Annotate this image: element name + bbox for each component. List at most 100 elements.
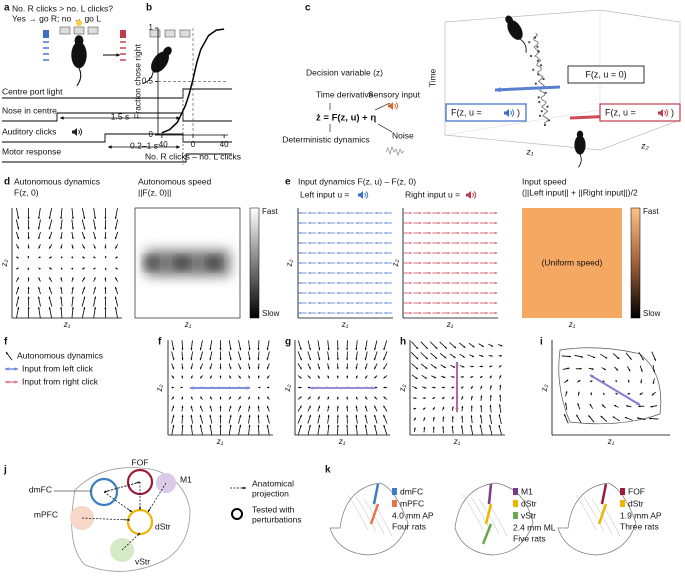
arrow-head: [641, 358, 644, 361]
arrow-head: [428, 282, 431, 284]
arrow-head: [229, 414, 232, 417]
arrow-head: [346, 348, 349, 351]
arrow-head: [327, 367, 330, 370]
arrow-head: [48, 307, 51, 310]
legend-swatch: [392, 500, 397, 507]
arrow-head: [499, 365, 502, 368]
section-detail: [462, 494, 484, 531]
arrow-head: [627, 392, 630, 395]
arrow-head: [444, 356, 447, 359]
arrow-head: [365, 376, 368, 379]
arrow-head: [336, 252, 339, 254]
arrow-head: [495, 232, 498, 234]
arrow-head: [127, 518, 130, 521]
arrow-head: [457, 292, 460, 294]
arrow-head: [229, 405, 232, 408]
arrow-head: [365, 302, 368, 304]
arrow-head: [409, 222, 412, 224]
arrow-head: [309, 347, 311, 351]
arrow-head: [438, 272, 441, 274]
arrow-head: [495, 87, 501, 93]
legend-ring: [231, 508, 243, 520]
section-detail: [355, 496, 377, 533]
arrow-head: [191, 376, 193, 379]
label: dmFC: [400, 486, 423, 496]
arrow-head: [588, 415, 591, 418]
label: perturbations: [252, 514, 302, 524]
speaker-wave: [364, 191, 369, 199]
label: z₁: [446, 320, 454, 329]
arrow-head: [346, 252, 349, 254]
projection: [81, 517, 131, 521]
label-box: [567, 65, 645, 84]
arrow-head: [433, 376, 437, 379]
arrow-head: [219, 414, 222, 417]
arrow-head: [466, 282, 469, 284]
arrow-head: [229, 358, 232, 361]
arrow-head: [451, 425, 454, 428]
arrow-head: [115, 277, 118, 280]
arrow-head: [318, 358, 321, 361]
label: Autonomous dynamics: [17, 350, 103, 360]
arrow-head: [238, 396, 241, 399]
arrow-head: [384, 292, 387, 294]
arrow-head: [481, 345, 484, 347]
arrow-head: [480, 395, 483, 398]
label: d: [4, 177, 10, 188]
arrow-head: [299, 396, 302, 399]
arrow-head: [374, 405, 377, 408]
arrow-head: [653, 370, 656, 373]
arrow-head: [327, 396, 329, 399]
arrow-head: [317, 272, 320, 274]
arrow-head: [457, 302, 460, 304]
state-point: [537, 96, 540, 99]
arrow-head: [71, 296, 74, 299]
arrow-head: [327, 376, 329, 379]
rat-icon: [505, 15, 527, 53]
arrow-head: [419, 232, 422, 234]
arrow-head: [219, 405, 222, 408]
arrow-head: [495, 272, 498, 274]
arrow-head: [114, 216, 117, 219]
arrow-head: [108, 145, 112, 149]
rat-head: [74, 35, 84, 47]
arrow-head: [308, 222, 311, 224]
arrow-head: [239, 414, 242, 418]
arrow-head: [495, 292, 498, 294]
arrow-head: [495, 302, 498, 304]
brain-section: [329, 482, 409, 556]
arrow-head: [652, 381, 655, 384]
arrow-head: [425, 357, 428, 360]
state-point: [544, 91, 547, 94]
arrow-head: [327, 312, 330, 314]
arrow-head: [480, 365, 483, 368]
arrow-head: [48, 227, 51, 230]
label: Sensory input: [368, 89, 421, 99]
port: [87, 26, 99, 35]
label: z₂: [155, 384, 164, 392]
arrow-head: [423, 407, 426, 410]
arrow-head: [480, 405, 483, 408]
arrow-head: [442, 406, 445, 410]
arrow-head: [470, 395, 473, 398]
arrow-head: [457, 252, 460, 254]
arrow-head: [248, 367, 251, 370]
label: Auditory clicks: [2, 126, 56, 136]
arrow-head: [37, 227, 40, 230]
arrow-head: [309, 414, 311, 418]
arrow-head: [257, 424, 260, 427]
arrow-head: [499, 384, 502, 387]
arrow-head: [239, 367, 241, 370]
section-detail: [371, 500, 393, 537]
arrow-head: [114, 227, 117, 230]
arrow-head: [94, 216, 96, 219]
arrow-head: [451, 396, 454, 399]
arrow-head: [614, 405, 617, 407]
arrow-head: [243, 486, 246, 490]
arrow-head: [485, 292, 488, 294]
arrow-head: [384, 272, 387, 274]
arrow-head: [317, 376, 320, 379]
arrow-head: [434, 356, 438, 359]
arrow-head: [6, 352, 9, 355]
state-point: [536, 59, 540, 62]
